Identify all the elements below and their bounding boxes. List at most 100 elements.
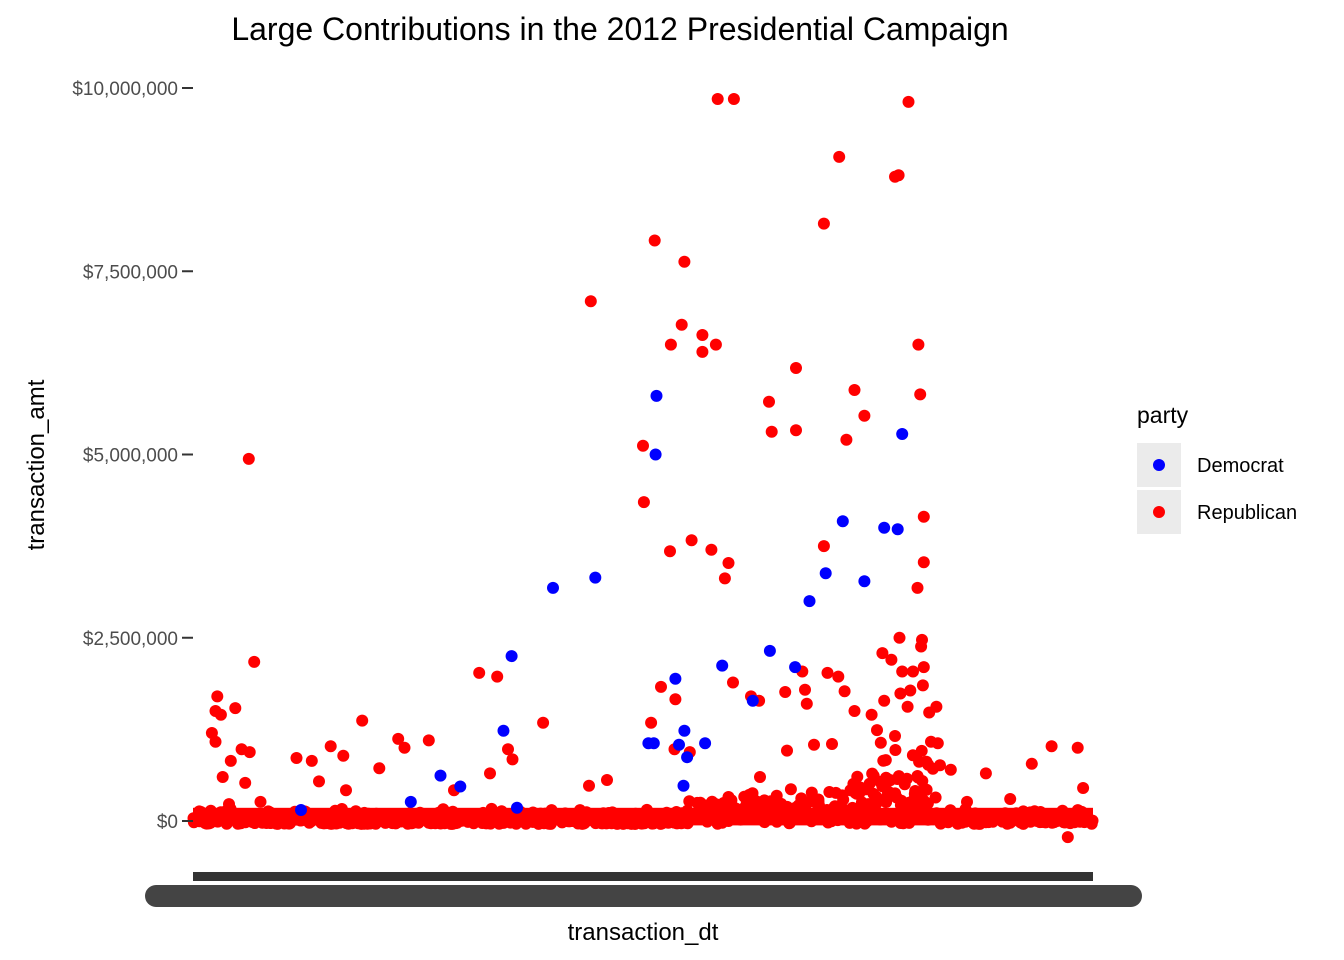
data-point-republican [890, 791, 903, 804]
data-point-republican [754, 771, 766, 783]
plot-panel [193, 70, 1093, 840]
data-point-republican [929, 791, 942, 804]
data-point-democrat [295, 804, 307, 816]
plot-area [187, 70, 1099, 844]
data-point-republican [356, 714, 369, 727]
data-point-republican [764, 795, 777, 808]
data-point-republican [216, 771, 229, 783]
data-point-republican [808, 738, 820, 751]
data-point-republican [896, 665, 909, 678]
legend-label-democrat: Democrat [1197, 455, 1284, 477]
data-point-republican [584, 295, 597, 308]
data-point-republican [961, 795, 973, 808]
data-point-republican [889, 730, 901, 742]
data-point-republican [871, 724, 883, 737]
data-point-democrat [896, 428, 909, 440]
data-point-republican [718, 572, 731, 585]
data-point-republican [601, 774, 613, 786]
data-point-republican [904, 684, 917, 697]
data-point-republican [239, 776, 252, 789]
data-point-democrat [763, 644, 776, 657]
data-point-democrat [789, 661, 802, 674]
y-axis: $0 $2,500,000 $5,000,000 $7,500,000 $10,000,… [72, 79, 193, 833]
data-point-republican [229, 702, 242, 715]
data-point-republican [645, 716, 658, 729]
data-point-republican [851, 770, 864, 783]
data-point-republican [892, 169, 905, 182]
data-point-republican [305, 754, 318, 767]
data-point-republican [484, 767, 496, 780]
data-point-republican [224, 754, 237, 767]
data-point-republican [392, 732, 405, 745]
data-point-republican [821, 666, 834, 679]
data-point-republican [913, 755, 926, 768]
data-point-republican [637, 439, 649, 452]
data-point-democrat [819, 567, 832, 580]
y-tick-label: $7,500,000 [83, 262, 178, 283]
data-point-democrat [746, 694, 759, 707]
legend: party Democrat Republican [1137, 402, 1297, 534]
data-point-republican [779, 686, 792, 698]
data-point-republican [664, 338, 677, 351]
data-point-republican [1045, 740, 1058, 753]
data-point-democrat [681, 751, 694, 764]
data-point-republican [781, 744, 793, 757]
data-point-democrat [677, 779, 690, 792]
data-point-republican [709, 338, 722, 351]
data-point-republican [398, 741, 411, 754]
data-point-republican [765, 425, 778, 438]
y-tick-label: $5,000,000 [83, 446, 178, 467]
data-point-republican [799, 683, 811, 696]
data-point-republican [422, 734, 435, 747]
data-point-republican [209, 735, 222, 748]
data-point-republican [923, 706, 936, 719]
data-point-republican [901, 700, 914, 713]
data-point-republican [848, 384, 861, 396]
data-point-republican [911, 770, 924, 782]
data-point-republican [727, 93, 740, 105]
data-point-republican [313, 775, 325, 788]
data-point-republican [727, 676, 739, 689]
data-point-republican [833, 150, 846, 163]
data-point-republican [902, 95, 915, 108]
data-point-republican [892, 770, 905, 783]
data-point-democrat [673, 738, 685, 751]
data-point-republican [849, 786, 862, 799]
data-point-republican [242, 452, 255, 465]
data-point-republican [1061, 831, 1074, 844]
y-tick-label: $10,000,000 [72, 79, 178, 100]
data-point-democrat [836, 515, 849, 528]
legend-title: party [1137, 402, 1189, 428]
data-point-republican [337, 749, 350, 762]
y-axis-title: transaction_amt [23, 379, 50, 550]
data-point-democrat [511, 801, 523, 814]
data-point-republican [685, 534, 698, 547]
data-point-democrat [878, 521, 891, 534]
data-point-republican [826, 738, 838, 750]
data-point-republican [211, 690, 224, 703]
data-point-republican [583, 779, 595, 792]
data-point-republican [979, 767, 992, 780]
data-point-republican [763, 395, 775, 408]
data-point-democrat [858, 575, 871, 588]
data-point-republican [858, 409, 871, 422]
data-point-republican [648, 234, 661, 247]
legend-dot-republican [1153, 506, 1165, 518]
data-point-republican [254, 795, 267, 808]
x-axis [145, 872, 1142, 907]
data-point-republican [678, 255, 691, 268]
points-layer [205, 93, 1090, 844]
data-point-republican [722, 557, 735, 569]
data-point-republican [664, 545, 676, 558]
legend-dot-democrat [1153, 459, 1165, 471]
data-point-republican [889, 744, 902, 756]
x-axis-tick-marks [193, 872, 1093, 881]
legend-entry-republican: Republican [1137, 490, 1297, 534]
data-point-republican [885, 653, 898, 666]
data-point-republican [675, 318, 688, 331]
data-point-republican [915, 744, 928, 757]
data-point-democrat [434, 769, 447, 782]
data-point-democrat [589, 571, 602, 584]
data-point-republican [669, 693, 682, 706]
